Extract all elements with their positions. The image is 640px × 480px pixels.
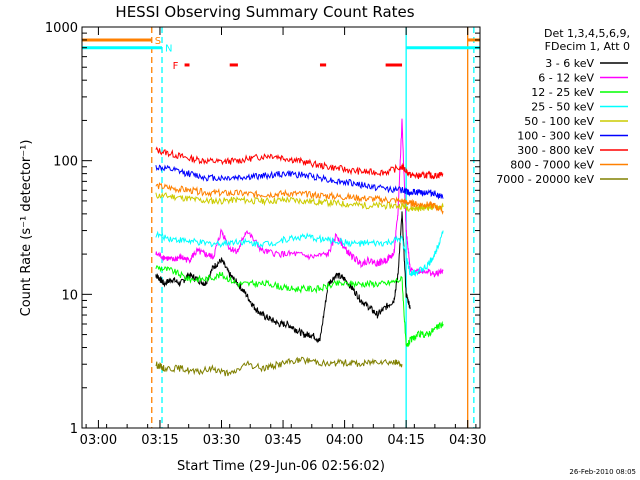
- series-line-5: [155, 164, 444, 200]
- legend-label-1: 6 - 12 keV: [538, 72, 594, 85]
- chart-title: HESSI Observing Summary Count Rates: [115, 3, 414, 21]
- legend-label-2: 12 - 25 keV: [531, 86, 594, 99]
- y-axis-label: Count Rate (s⁻¹ detector⁻¹): [19, 140, 34, 317]
- x-tick-label-3: 03:45: [264, 433, 301, 448]
- y-ticks: 1 10 100 1000: [45, 21, 480, 437]
- y-tick-label-1: 10: [61, 288, 78, 303]
- footer-date: 26-Feb-2010 08:05: [569, 468, 636, 476]
- legend-label-0: 3 - 6 keV: [545, 57, 594, 70]
- legend-label-4: 50 - 100 keV: [524, 115, 594, 128]
- series-line-3: [155, 230, 444, 277]
- series-line-7: [155, 181, 444, 215]
- x-tick-label-6: 04:30: [449, 433, 486, 448]
- data-layer: SNF: [82, 27, 480, 428]
- x-tick-label-0: 03:00: [80, 433, 117, 448]
- flag-label-S: S: [155, 36, 161, 47]
- x-axis-label: Start Time (29-Jun-06 02:56:02): [177, 459, 385, 474]
- flag-label-N: N: [165, 44, 172, 55]
- series-line-6: [155, 146, 444, 180]
- x-ticks: 03:00 03:15 03:30 03:45 04:00 04:15 04:30: [80, 27, 486, 448]
- series-line-8: [155, 356, 403, 377]
- series-line-4: [155, 192, 444, 212]
- plot-frame: [81, 26, 481, 429]
- series-line-2: [155, 265, 444, 348]
- x-tick-label-1: 03:15: [141, 433, 178, 448]
- legend-label-5: 100 - 300 keV: [517, 130, 594, 143]
- legend-label-7: 800 - 7000 keV: [510, 159, 594, 172]
- y-tick-label-0: 1: [70, 422, 78, 437]
- legend-label-6: 300 - 800 keV: [517, 144, 594, 157]
- legend: Det 1,3,4,5,6,9, FDecim 1, Att 0 3 - 6 k…: [496, 27, 630, 186]
- legend-label-3: 25 - 50 keV: [531, 101, 594, 114]
- legend-header-line-1: Det 1,3,4,5,6,9,: [544, 27, 630, 40]
- x-tick-label-4: 04:00: [326, 433, 363, 448]
- legend-label-8: 7000 - 20000 keV: [496, 173, 594, 186]
- series-line-0: [155, 211, 411, 344]
- y-tick-label-2: 100: [53, 155, 78, 170]
- x-tick-label-2: 03:30: [203, 433, 240, 448]
- x-tick-label-5: 04:15: [387, 433, 424, 448]
- flare-label: F: [173, 61, 179, 72]
- y-tick-label-3: 1000: [45, 21, 78, 36]
- series-line-1: [155, 118, 444, 278]
- legend-header-line-2: FDecim 1, Att 0: [545, 40, 630, 53]
